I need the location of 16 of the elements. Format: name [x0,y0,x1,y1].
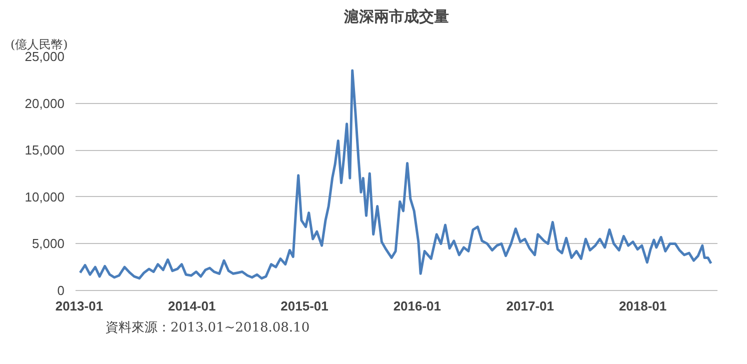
y-tick-label: 15,000 [24,142,65,158]
x-tick-label: 2017-01 [506,298,554,314]
y-tick-label: 20,000 [24,96,65,111]
y-axis-title: (億人民幣) [10,38,68,52]
x-tick-label: 2014-01 [168,298,216,314]
x-tick-label: 2015-01 [280,298,328,314]
source-note: 資料來源：2013.01~2018.08.10 [106,320,310,336]
y-tick-label: 5,000 [32,236,65,252]
x-tick-label: 2018-01 [618,298,667,314]
chart-title: 滬深兩市成交量 [343,8,449,26]
line-series [78,69,712,280]
x-tick-label: 2013-01 [55,298,104,314]
y-tick-label: 10,000 [24,189,65,204]
y-tick-label: 25,000 [24,49,65,64]
y-tick-label: 0 [57,283,65,298]
x-tick-label: 2016-01 [393,298,442,314]
